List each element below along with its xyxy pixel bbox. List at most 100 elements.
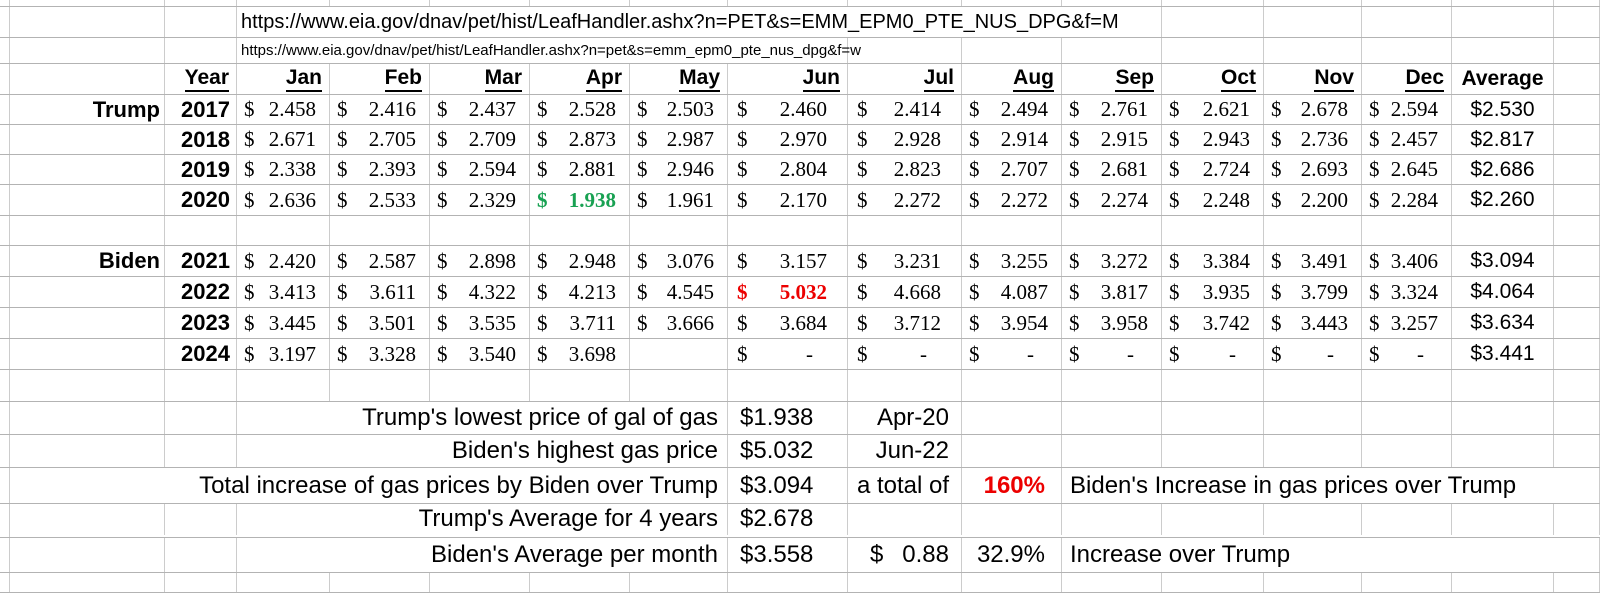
cell-2020-sep[interactable]: $2.274: [1062, 185, 1162, 215]
cell-2024-jan[interactable]: $3.197: [237, 339, 330, 369]
summary-value-trump-average[interactable]: $2.678: [728, 504, 848, 535]
cell-2019-jul[interactable]: $2.823: [848, 155, 962, 184]
cell-2022-feb[interactable]: $3.611: [330, 277, 430, 307]
cell-2020-aug[interactable]: $2.272: [962, 185, 1062, 215]
cell-2021-may[interactable]: $3.076: [630, 246, 728, 276]
cell-year-2019[interactable]: 2019: [165, 155, 237, 184]
cell-2017-may[interactable]: $2.503: [630, 95, 728, 124]
cell-2024-aug[interactable]: $ -: [962, 339, 1062, 369]
cell-2018-mar[interactable]: $2.709: [430, 125, 530, 154]
cell-2017-dec[interactable]: $2.594: [1362, 95, 1452, 124]
cell-2022-sep[interactable]: $3.817: [1062, 277, 1162, 307]
header-may[interactable]: May: [630, 64, 728, 94]
cell-2020-jul[interactable]: $2.272: [848, 185, 962, 215]
cell-year-2023[interactable]: 2023: [165, 308, 237, 338]
cell-2019-apr[interactable]: $2.881: [530, 155, 630, 184]
cell-2018-aug[interactable]: $2.914: [962, 125, 1062, 154]
cell-2023-sep[interactable]: $3.958: [1062, 308, 1162, 338]
header-mar[interactable]: Mar: [430, 64, 530, 94]
summary-value-trump-lowest[interactable]: $1.938: [728, 402, 848, 434]
header-jan[interactable]: Jan: [237, 64, 330, 94]
cell-2024-may[interactable]: [630, 339, 728, 369]
summary-date-trump-lowest[interactable]: Apr-20: [848, 402, 962, 434]
cell-2022-may[interactable]: $4.545: [630, 277, 728, 307]
cell-2017-nov[interactable]: $2.678: [1264, 95, 1362, 124]
cell-2020-jan[interactable]: $2.636: [237, 185, 330, 215]
cell-2017-mar[interactable]: $2.437: [430, 95, 530, 124]
summary-label-trump-average[interactable]: Trump's Average for 4 years: [237, 504, 728, 535]
header-sep[interactable]: Sep: [1062, 64, 1162, 94]
header-jul[interactable]: Jul: [848, 64, 962, 94]
cell-2017-jun[interactable]: $2.460: [728, 95, 848, 124]
cell-2017-sep[interactable]: $2.761: [1062, 95, 1162, 124]
cell-2018-jan[interactable]: $2.671: [237, 125, 330, 154]
cell-2024-sep[interactable]: $ -: [1062, 339, 1162, 369]
cell-2019-aug[interactable]: $2.707: [962, 155, 1062, 184]
cell-2020-jun[interactable]: $2.170: [728, 185, 848, 215]
cell-2020-oct[interactable]: $2.248: [1162, 185, 1264, 215]
cell-2018-may[interactable]: $2.987: [630, 125, 728, 154]
cell-year-2021[interactable]: 2021: [165, 246, 237, 276]
cell-2022-nov[interactable]: $3.799: [1264, 277, 1362, 307]
cell-2019-oct[interactable]: $2.724: [1162, 155, 1264, 184]
cell-2022-average[interactable]: $4.064: [1452, 277, 1554, 307]
summary-value-biden-average[interactable]: $3.558: [728, 538, 848, 572]
summary-value-total-increase[interactable]: $3.094: [728, 468, 848, 503]
cell-2020-feb[interactable]: $2.533: [330, 185, 430, 215]
cell-2024-jul[interactable]: $ -: [848, 339, 962, 369]
cell-2018-feb[interactable]: $2.705: [330, 125, 430, 154]
cell-2018-jun[interactable]: $2.970: [728, 125, 848, 154]
cell-2019-mar[interactable]: $2.594: [430, 155, 530, 184]
summary-label-total-increase[interactable]: Total increase of gas prices by Biden ov…: [10, 468, 728, 503]
cell-2023-dec[interactable]: $3.257: [1362, 308, 1452, 338]
cell-2023-average[interactable]: $3.634: [1452, 308, 1554, 338]
cell-2022-dec[interactable]: $3.324: [1362, 277, 1452, 307]
summary-caption-biden-increase[interactable]: Biden's Increase in gas prices over Trum…: [1062, 468, 1600, 503]
cell-2018-sep[interactable]: $2.915: [1062, 125, 1162, 154]
cell-2019-feb[interactable]: $2.393: [330, 155, 430, 184]
cell-2018-jul[interactable]: $2.928: [848, 125, 962, 154]
summary-value-biden-highest[interactable]: $5.032: [728, 435, 848, 467]
cell-2024-jun[interactable]: $ -: [728, 339, 848, 369]
summary-caption-increase-over-trump[interactable]: Increase over Trump: [1062, 538, 1600, 572]
header-jun[interactable]: Jun: [728, 64, 848, 94]
summary-label-biden-highest[interactable]: Biden's highest gas price: [237, 435, 728, 467]
cell-2023-jun[interactable]: $3.684: [728, 308, 848, 338]
cell-2017-oct[interactable]: $2.621: [1162, 95, 1264, 124]
cell-year-2017[interactable]: 2017: [165, 95, 237, 124]
link-eia-weekly[interactable]: https://www.eia.gov/dnav/pet/hist/LeafHa…: [237, 38, 861, 63]
cell-2024-average[interactable]: $3.441: [1452, 339, 1554, 369]
cell-2017-feb[interactable]: $2.416: [330, 95, 430, 124]
summary-label-biden-average[interactable]: Biden's Average per month: [237, 538, 728, 572]
summary-percent-329[interactable]: 32.9%: [962, 538, 1062, 572]
summary-date-biden-highest[interactable]: Jun-22: [848, 435, 962, 467]
cell-2019-may[interactable]: $2.946: [630, 155, 728, 184]
cell-2020-may[interactable]: $1.961: [630, 185, 728, 215]
header-apr[interactable]: Apr: [530, 64, 630, 94]
cell-2024-mar[interactable]: $3.540: [430, 339, 530, 369]
summary-diff-amount[interactable]: $ 0.88: [848, 538, 962, 572]
cell-2021-mar[interactable]: $2.898: [430, 246, 530, 276]
cell-2017-average[interactable]: $2.530: [1452, 95, 1554, 124]
cell-2021-sep[interactable]: $3.272: [1062, 246, 1162, 276]
cell-2022-apr[interactable]: $4.213: [530, 277, 630, 307]
cell-2023-may[interactable]: $3.666: [630, 308, 728, 338]
cell-2018-apr[interactable]: $2.873: [530, 125, 630, 154]
cell-2022-aug[interactable]: $4.087: [962, 277, 1062, 307]
cell-2023-oct[interactable]: $3.742: [1162, 308, 1264, 338]
cell-2020-mar[interactable]: $2.329: [430, 185, 530, 215]
header-aug[interactable]: Aug: [962, 64, 1062, 94]
header-dec[interactable]: Dec: [1362, 64, 1452, 94]
cell-2023-feb[interactable]: $3.501: [330, 308, 430, 338]
cell-2019-sep[interactable]: $2.681: [1062, 155, 1162, 184]
cell-2019-average[interactable]: $2.686: [1452, 155, 1554, 184]
cell-2021-dec[interactable]: $3.406: [1362, 246, 1452, 276]
cell-2023-mar[interactable]: $3.535: [430, 308, 530, 338]
header-nov[interactable]: Nov: [1264, 64, 1362, 94]
header-feb[interactable]: Feb: [330, 64, 430, 94]
header-average[interactable]: Average: [1452, 64, 1554, 94]
cell-2019-dec[interactable]: $2.645: [1362, 155, 1452, 184]
cell-2021-nov[interactable]: $3.491: [1264, 246, 1362, 276]
cell-2024-apr[interactable]: $3.698: [530, 339, 630, 369]
cell-2024-nov[interactable]: $ -: [1264, 339, 1362, 369]
